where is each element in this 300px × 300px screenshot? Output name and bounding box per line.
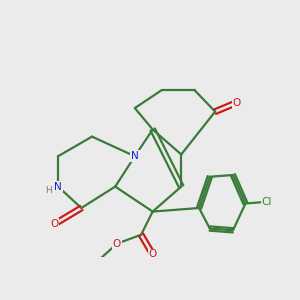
Text: O: O [113, 239, 121, 249]
Text: N: N [131, 151, 139, 161]
Text: Cl: Cl [262, 197, 272, 207]
Text: O: O [232, 98, 241, 108]
Text: O: O [148, 249, 157, 260]
Text: N: N [54, 182, 62, 192]
Text: O: O [50, 219, 59, 229]
Text: H: H [45, 186, 52, 195]
